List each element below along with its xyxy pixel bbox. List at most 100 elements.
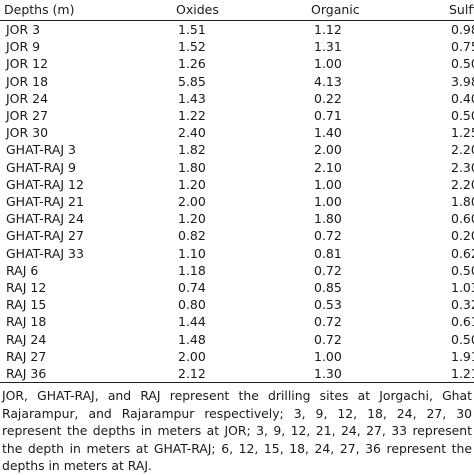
- cell-depth: JOR 24: [6, 90, 49, 106]
- cell-depth: GHAT-RAJ 9: [6, 159, 77, 175]
- cell-sulfide: 0.61: [451, 314, 474, 330]
- cell-oxides: 0.82: [178, 228, 206, 244]
- header-row: Depths (m) Oxides Organic Sulfide: [0, 0, 474, 21]
- cell-sulfide: 0.62: [451, 245, 474, 261]
- cell-oxides: 5.85: [178, 73, 206, 89]
- cell-oxides: 0.74: [178, 280, 206, 296]
- cell-sulfide: 1.03: [451, 280, 474, 296]
- cell-organic: 1.31: [314, 39, 342, 55]
- table-row: GHAT-RAJ 9 1.80 2.10 2.30: [0, 159, 474, 176]
- cell-oxides: 1.10: [178, 245, 206, 261]
- cell-oxides: 1.43: [178, 90, 206, 106]
- cell-organic: 0.71: [314, 108, 342, 124]
- table-row: RAJ 362.121.301.21: [0, 365, 474, 384]
- cell-organic: 0.72: [314, 331, 342, 347]
- cell-sulfide: 0.20: [451, 228, 474, 244]
- cell-depth: RAJ 36: [0, 365, 154, 384]
- cell-oxides: 1.20: [178, 211, 206, 227]
- cell-organic: 1.12: [314, 22, 342, 37]
- table-row: JOR 12 1.26 1.00 0.50: [0, 55, 474, 72]
- header-sulfide: Sulfide: [421, 0, 474, 21]
- cell-oxides: 1.51: [178, 22, 206, 37]
- table-row: GHAT-RAJ 24 1.20 1.80 0.60: [0, 210, 474, 227]
- cell-oxides: 1.48: [178, 331, 206, 347]
- table-body: JOR 31.511.120.98JOR 91.521.310.75JOR 12…: [0, 21, 474, 384]
- table-row: RAJ 24 1.48 0.72 0.50: [0, 331, 474, 348]
- cell-organic: 1.00: [314, 348, 342, 364]
- cell-oxides: 1.82: [178, 142, 206, 158]
- cell-organic: 2.10: [314, 159, 342, 175]
- cell-depth: RAJ 18: [6, 314, 47, 330]
- table-row: RAJ 27 2.00 1.00 1.91: [0, 348, 474, 365]
- table-row: RAJ 6 1.18 0.72 0.50: [0, 262, 474, 279]
- cell-sulfide: 0.60: [451, 211, 474, 227]
- cell-organic: 0.72: [314, 262, 342, 278]
- cell-organic: 0.85: [314, 280, 342, 296]
- cell-organic: 1.80: [314, 211, 342, 227]
- cell-organic: 0.72: [314, 228, 342, 244]
- cell-oxides: 1.52: [178, 39, 206, 55]
- cell-depth: JOR 9: [6, 39, 41, 55]
- cell-sulfide: 0.32: [451, 297, 474, 313]
- cell-sulfide: 1.91: [451, 348, 474, 364]
- table-row: RAJ 15 0.80 0.53 0.32: [0, 296, 474, 313]
- table-row: GHAT-RAJ 27 0.82 0.72 0.20: [0, 227, 474, 244]
- cell-organic: 0.81: [314, 245, 342, 261]
- cell-organic: 0.53: [314, 297, 342, 313]
- cell-oxides: 0.80: [178, 297, 206, 313]
- table-row: GHAT-RAJ 21 2.00 1.00 1.80: [0, 193, 474, 210]
- cell-sulfide: 0.40: [451, 90, 474, 106]
- cell-oxides: 1.26: [178, 56, 206, 72]
- table-footnote: JOR, GHAT-RAJ, and RAJ represent the dri…: [2, 388, 472, 474]
- cell-sulfide: 2.20: [451, 176, 474, 192]
- cell-depth: JOR 27: [6, 108, 49, 124]
- cell-depth: GHAT-RAJ 21: [6, 194, 84, 210]
- cell-oxides: 2.12: [154, 365, 286, 384]
- cell-oxides: 2.00: [178, 348, 206, 364]
- cell-depth: RAJ 27: [6, 348, 47, 364]
- cell-sulfide: 2.20: [451, 142, 474, 158]
- table-row: JOR 18 5.85 4.13 3.98: [0, 73, 474, 90]
- cell-depth: JOR 30: [6, 125, 49, 141]
- cell-oxides: 1.20: [178, 176, 206, 192]
- cell-depth: GHAT-RAJ 24: [6, 211, 84, 227]
- cell-oxides: 2.00: [178, 194, 206, 210]
- cell-depth: RAJ 12: [6, 280, 47, 296]
- cell-depth: GHAT-RAJ 12: [6, 176, 84, 192]
- table-row: JOR 27 1.22 0.71 0.50: [0, 107, 474, 124]
- cell-organic: 1.40: [314, 125, 342, 141]
- table-row: RAJ 12 0.74 0.85 1.03: [0, 279, 474, 296]
- table-row: GHAT-RAJ 33 1.10 0.81 0.62: [0, 245, 474, 262]
- cell-organic: 4.13: [314, 73, 342, 89]
- cell-sulfide: 0.50: [451, 262, 474, 278]
- cell-depth: JOR 12: [6, 56, 49, 72]
- cell-organic: 1.00: [314, 194, 342, 210]
- cell-oxides: 2.40: [178, 125, 206, 141]
- cell-oxides: 1.22: [178, 108, 206, 124]
- cell-organic: 1.30: [286, 365, 421, 384]
- cell-sulfide: 0.50: [451, 56, 474, 72]
- cell-organic: 0.72: [314, 314, 342, 330]
- data-table: Depths (m) Oxides Organic Sulfide JOR 3 1…: [0, 0, 474, 384]
- cell-organic: 0.22: [314, 90, 342, 106]
- cell-organic: 1.00: [314, 176, 342, 192]
- cell-depth: GHAT-RAJ 3: [6, 142, 77, 158]
- cell-organic: 2.00: [314, 142, 342, 158]
- cell-depth: JOR 18: [6, 73, 49, 89]
- cell-depth: RAJ 24: [6, 331, 47, 347]
- cell-sulfide: 1.80: [451, 194, 474, 210]
- cell-oxides: 1.80: [178, 159, 206, 175]
- cell-depth: RAJ 15: [6, 297, 47, 313]
- cell-sulfide: 0.50: [451, 108, 474, 124]
- cell-depth: JOR 3: [6, 22, 41, 37]
- cell-depth: RAJ 6: [6, 262, 39, 278]
- cell-sulfide: 1.25: [451, 125, 474, 141]
- table-row: JOR 3 1.51 1.12 0.98: [0, 21, 474, 39]
- table-header: Depths (m) Oxides Organic Sulfide: [0, 0, 474, 21]
- table-row: GHAT-RAJ 12 1.20 1.00 2.20: [0, 176, 474, 193]
- cell-sulfide: 3.98: [451, 73, 474, 89]
- header-oxides: Oxides: [154, 0, 286, 21]
- header-depths: Depths (m): [0, 0, 154, 21]
- table-row: JOR 24 1.43 0.22 0.40: [0, 90, 474, 107]
- cell-oxides: 1.44: [178, 314, 206, 330]
